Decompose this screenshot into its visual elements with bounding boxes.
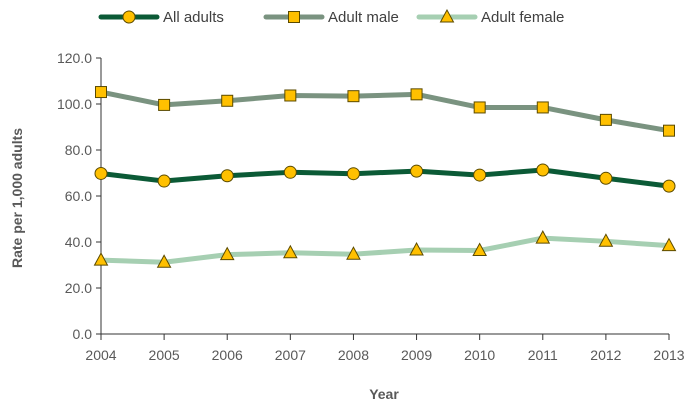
y-tick-label: 60.0 <box>65 188 92 204</box>
data-point-all-adults <box>536 163 550 177</box>
legend-item-adult-male: Adult male <box>263 9 399 26</box>
legend-marker <box>439 8 455 23</box>
data-point-all-adults <box>473 168 487 182</box>
data-point-adult-male <box>473 101 486 114</box>
y-tick-label: 40.0 <box>65 234 92 250</box>
data-point-adult-male <box>158 98 171 111</box>
legend-label: Adult female <box>481 9 564 26</box>
data-point-adult-female <box>93 252 109 266</box>
data-point-adult-male <box>221 94 234 107</box>
data-point-all-adults <box>599 171 613 185</box>
x-tick-label: 2012 <box>590 347 621 363</box>
y-tick-label: 20.0 <box>65 280 92 296</box>
x-tick-label: 2005 <box>149 347 180 363</box>
y-tick-label: 0.0 <box>73 326 93 342</box>
y-tick-label: 80.0 <box>65 142 92 158</box>
series-layer <box>93 86 677 268</box>
data-point-adult-male <box>536 101 549 114</box>
data-point-adult-female <box>598 233 614 247</box>
data-point-adult-female <box>346 246 361 260</box>
data-point-adult-female <box>661 237 677 252</box>
y-axis-title: Rate per 1,000 adults <box>9 128 25 268</box>
data-point-adult-female <box>472 242 488 257</box>
data-point-adult-female <box>219 246 235 261</box>
data-point-all-adults <box>410 164 424 178</box>
legend: All adults Adult male Adult female <box>98 8 564 26</box>
legend-label: All adults <box>163 9 224 26</box>
data-point-adult-female <box>409 242 424 256</box>
legend-label: Adult male <box>328 9 399 26</box>
x-tick-label: 2004 <box>85 347 116 363</box>
data-point-adult-female <box>156 254 172 268</box>
series-adult-female <box>93 230 677 268</box>
x-tick-label: 2007 <box>275 347 306 363</box>
y-axis: 0.0 20.0 40.0 60.0 80.0 100.0 120.0 <box>57 50 102 342</box>
legend-item-adult-female: Adult female <box>416 8 564 26</box>
legend-item-all-adults: All adults <box>98 9 224 26</box>
x-tick-label: 2011 <box>528 347 558 363</box>
data-point-adult-male <box>347 90 360 103</box>
series-adult-male <box>95 86 675 137</box>
data-point-adult-male <box>95 86 107 99</box>
y-tick-label: 100.0 <box>57 96 92 112</box>
data-point-adult-male <box>599 113 612 126</box>
data-point-all-adults <box>662 179 676 193</box>
data-point-adult-male <box>410 88 423 101</box>
x-axis: 2004 2005 2006 2007 2008 2009 2010 2011 2012 2013 <box>85 333 685 363</box>
data-point-all-adults <box>220 169 234 183</box>
data-point-adult-male <box>663 124 675 137</box>
series-line-all-adults <box>98 167 672 189</box>
data-point-adult-male <box>284 89 297 102</box>
data-point-all-adults <box>283 165 297 179</box>
data-point-all-adults <box>94 166 108 180</box>
x-tick-label: 2010 <box>464 347 495 363</box>
data-point-all-adults <box>346 167 360 181</box>
series-line-adult-female <box>98 235 672 265</box>
data-point-all-adults <box>157 174 171 188</box>
series-line-adult-male <box>98 89 672 134</box>
x-tick-label: 2009 <box>401 347 432 363</box>
x-axis-title: Year <box>369 386 399 402</box>
data-point-adult-female <box>282 244 298 259</box>
legend-marker <box>122 10 136 24</box>
series-all-adults <box>94 163 676 193</box>
x-tick-label: 2013 <box>653 347 684 363</box>
x-tick-label: 2008 <box>338 347 369 363</box>
legend-marker <box>288 11 300 23</box>
data-point-adult-female <box>535 230 551 244</box>
y-tick-label: 120.0 <box>57 50 92 66</box>
x-tick-label: 2006 <box>212 347 243 363</box>
